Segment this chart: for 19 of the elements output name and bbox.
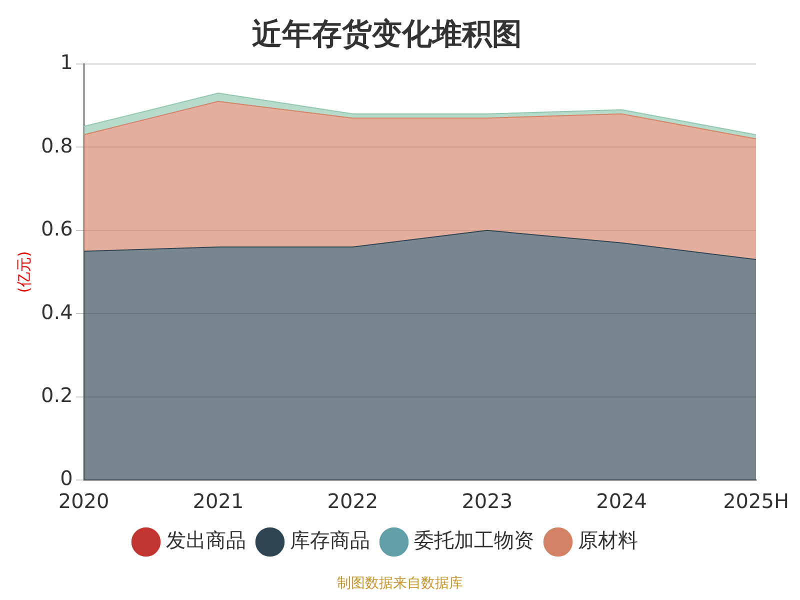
chart-title: 近年存货变化堆积图 [252, 16, 522, 52]
y-tick-label: 0.4 [40, 300, 73, 324]
x-tick-label: 2020 [58, 489, 110, 514]
y-tick-label: 0.6 [40, 216, 73, 241]
legend-label: 原材料 [578, 528, 638, 552]
x-tick-label: 2024 [596, 489, 648, 514]
y-tick-label: 0.8 [40, 133, 73, 158]
x-tick-label: 2021 [192, 489, 244, 514]
text: 制图数据来自数据库 [337, 576, 463, 592]
legend-label: 委托加工物资 [414, 528, 534, 552]
legend-label: 库存商品 [290, 528, 370, 552]
y-tick-label: 0.2 [40, 383, 73, 408]
legend-label: 发出商品 [166, 528, 246, 552]
y-tick-label: 1 [60, 50, 73, 74]
y-tick-label: 0 [60, 466, 73, 490]
x-tick-label: 2022 [327, 489, 378, 514]
x-tick-label: 2023 [462, 489, 513, 514]
y-axis-title: (亿元) [14, 251, 33, 293]
x-tick-label: 2025H [723, 489, 789, 514]
